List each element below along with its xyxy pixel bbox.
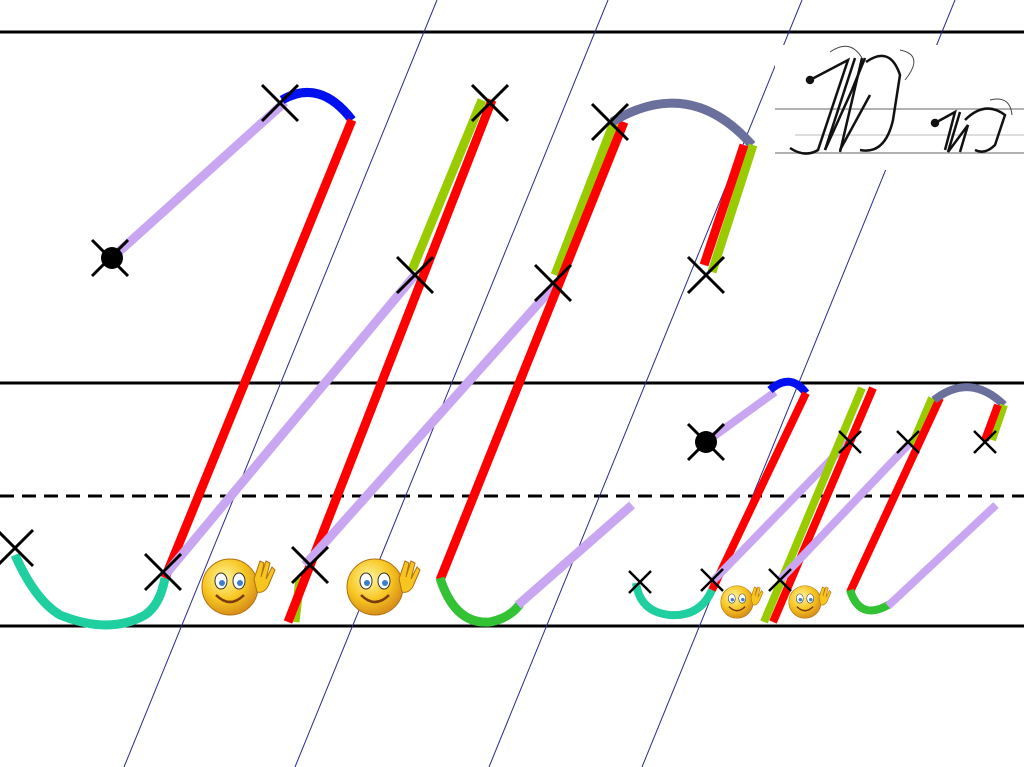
main-stroke [769, 386, 877, 624]
waving-smiley-icon [720, 585, 764, 619]
hook-stroke [846, 588, 893, 615]
main-stroke [981, 403, 1002, 442]
connector-stroke [703, 388, 778, 446]
waving-smiley-icon [200, 557, 277, 617]
connector-stroke [301, 282, 559, 568]
sample-letter-image [775, 45, 1024, 170]
waving-smiley-icon [345, 557, 422, 617]
cross-marker-icon [260, 83, 300, 123]
main-stroke [708, 391, 810, 592]
main-stroke [160, 118, 357, 580]
waving-smiley-icon [788, 585, 832, 619]
main-stroke [846, 396, 944, 594]
cross-marker-icon [686, 422, 726, 462]
slant-line [294, 0, 609, 767]
top-arc-stroke [767, 377, 810, 396]
top-arc-stroke [609, 98, 756, 148]
slant-line [488, 0, 803, 767]
hook-stroke [435, 576, 524, 627]
connector-stroke [885, 502, 999, 609]
accent-stroke [407, 98, 487, 272]
main-stroke [283, 98, 497, 624]
accent-stroke [707, 143, 758, 274]
connector-stroke [108, 98, 289, 262]
connector-stroke [161, 272, 419, 578]
connector-stroke [777, 440, 913, 583]
top-arc-stroke [279, 88, 356, 123]
accent-stroke [550, 120, 619, 277]
connector-stroke [515, 501, 635, 609]
slant-line [123, 0, 438, 767]
lowercase-letter-strokes [632, 377, 1008, 624]
accent-stroke [908, 396, 936, 447]
accent-stroke [760, 386, 866, 624]
top-arc-stroke [931, 383, 1007, 408]
main-stroke [699, 143, 749, 267]
main-stroke [435, 120, 629, 582]
ruling-lines [0, 30, 1024, 628]
hook-stroke [632, 582, 716, 620]
hook-stroke [10, 553, 170, 630]
markers [0, 83, 998, 595]
capital-letter-strokes [10, 88, 758, 630]
